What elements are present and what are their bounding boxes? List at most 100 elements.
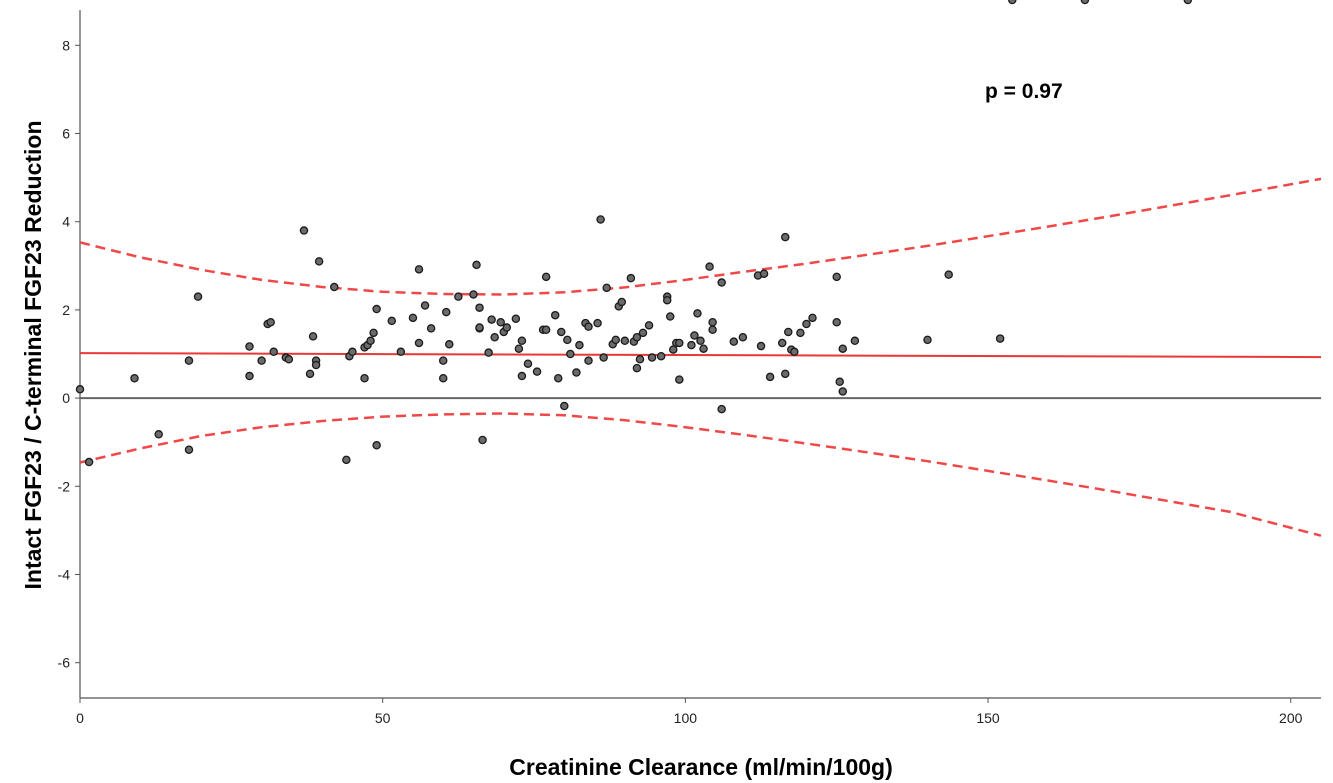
data-point <box>454 292 463 301</box>
data-point <box>541 272 551 282</box>
data-point <box>420 301 430 310</box>
data-point <box>475 303 484 312</box>
data-point <box>511 314 521 323</box>
data-point <box>426 324 436 333</box>
data-point <box>708 317 717 327</box>
data-point <box>445 340 454 349</box>
data-point <box>717 404 726 414</box>
data-point <box>611 335 620 345</box>
data-point <box>245 342 254 351</box>
x-axis-title: Creatinine Clearance (ml/min/100g) <box>509 754 892 780</box>
data-point <box>662 295 672 305</box>
data-point <box>1183 0 1193 5</box>
y-tick-label: -2 <box>58 478 71 494</box>
data-point <box>550 310 560 320</box>
data-point <box>923 335 932 345</box>
data-point <box>617 297 627 307</box>
data-point <box>284 355 294 364</box>
x-ticks: 0 50 100 150 200 <box>76 698 1303 726</box>
data-point <box>584 322 593 331</box>
data-point <box>396 347 406 357</box>
data-point <box>835 377 844 387</box>
data-point <box>472 260 481 270</box>
data-point <box>269 347 278 357</box>
data-point <box>759 269 769 278</box>
data-point <box>484 348 493 357</box>
data-point <box>514 344 524 353</box>
data-point <box>566 349 575 359</box>
data-point <box>584 356 593 365</box>
data-point <box>699 344 708 353</box>
data-point <box>308 332 318 341</box>
data-point <box>687 340 696 350</box>
data-point <box>593 318 602 328</box>
data-point <box>154 430 163 439</box>
data-point <box>184 445 194 454</box>
data-point <box>669 345 678 354</box>
data-point <box>502 323 512 332</box>
data-point <box>644 321 654 330</box>
data-point <box>838 344 848 353</box>
data-point <box>305 369 315 379</box>
data-point <box>184 356 194 365</box>
data-point <box>693 309 702 318</box>
data-point <box>635 355 645 364</box>
data-point <box>790 347 799 357</box>
y-tick-label: 4 <box>62 214 70 230</box>
y-tick-label: -4 <box>58 567 71 583</box>
data-point <box>490 332 499 342</box>
y-tick-label: -6 <box>58 655 71 671</box>
data-point <box>475 323 484 332</box>
data-point <box>808 313 817 323</box>
data-point <box>638 328 648 338</box>
data-point <box>372 441 381 450</box>
data-point <box>995 334 1005 343</box>
data-point <box>193 292 203 301</box>
x-axis: 0 50 100 150 200 <box>76 697 1321 726</box>
data-point <box>1008 0 1017 5</box>
data-point <box>478 435 487 445</box>
data-point <box>366 336 375 346</box>
data-point <box>130 374 139 383</box>
data-point <box>675 338 684 348</box>
data-point <box>517 371 527 381</box>
data-point <box>441 307 451 317</box>
data-point <box>647 353 657 362</box>
data-point <box>765 372 775 382</box>
data-point <box>838 387 848 396</box>
data-point <box>75 385 85 394</box>
data-point <box>708 325 717 334</box>
y-tick-label: 2 <box>62 302 70 318</box>
data-point <box>496 317 505 327</box>
confidence-band-upper <box>79 177 1322 296</box>
data-point <box>438 356 448 365</box>
data-point <box>245 371 254 381</box>
data-point <box>532 367 542 376</box>
x-tick-label: 200 <box>1279 710 1303 726</box>
data-point <box>523 359 533 368</box>
data-point <box>572 368 581 377</box>
y-tick-label: 6 <box>62 125 70 141</box>
y-axis-title: Intact FGF23 / C-terminal FGF23 Reductio… <box>20 120 46 589</box>
data-point <box>563 335 572 345</box>
data-point <box>675 375 684 384</box>
data-point <box>690 331 699 340</box>
data-point <box>414 265 424 274</box>
x-tick-label: 100 <box>674 710 698 726</box>
data-point <box>832 317 841 327</box>
data-point <box>360 374 369 383</box>
regression-fit-line <box>79 352 1322 359</box>
x-tick-label: 50 <box>375 710 391 726</box>
data-point <box>756 341 766 351</box>
data-point <box>487 315 496 324</box>
data-point <box>626 273 636 283</box>
data-point <box>729 337 739 346</box>
data-point <box>632 363 642 373</box>
data-point <box>560 401 569 411</box>
y-tick-label: 0 <box>62 390 70 406</box>
data-point <box>665 312 675 321</box>
data-point <box>517 336 527 346</box>
data-point <box>781 369 790 379</box>
x-tick-label: 150 <box>976 710 1000 726</box>
data-point <box>408 313 418 323</box>
